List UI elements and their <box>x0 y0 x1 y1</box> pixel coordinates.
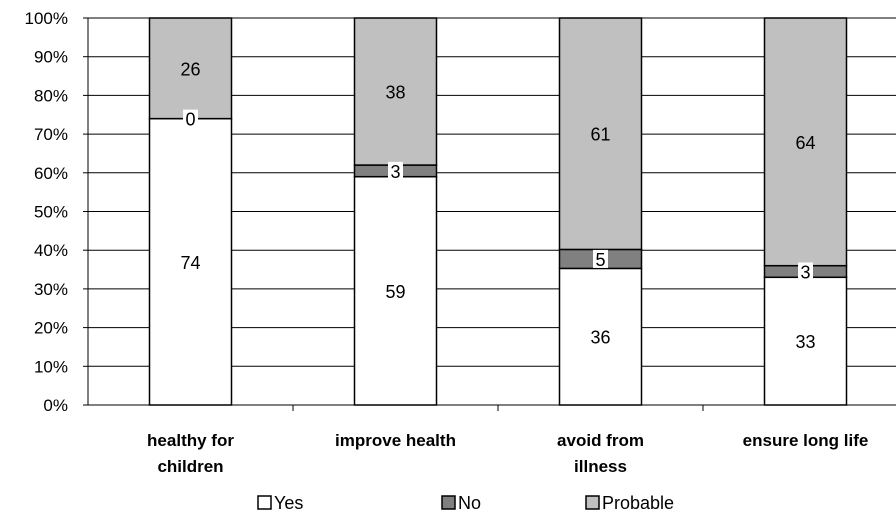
legend-label-probable: Probable <box>602 493 674 513</box>
category-label: healthy for children <box>147 431 234 476</box>
data-label-bg <box>593 249 608 268</box>
y-tick-label: 80% <box>34 86 68 105</box>
data-label: 36 <box>590 328 610 348</box>
data-label-bg <box>183 109 198 128</box>
y-tick-label: 0% <box>43 396 68 415</box>
data-label: 5 <box>595 250 605 270</box>
data-label: 38 <box>385 83 405 103</box>
data-label: 26 <box>180 59 200 79</box>
category-label: avoid from illness <box>557 431 644 476</box>
y-tick-label: 60% <box>34 164 68 183</box>
y-tick-label: 70% <box>34 125 68 144</box>
bar-segment-probable <box>148 17 233 120</box>
category-label: ensure long life <box>743 431 869 450</box>
labels: 0% 10% 20% 30% 40% 50% 60% 70% 80% 90% 100% 74 0 26 he… <box>25 9 869 476</box>
y-tick-label: 30% <box>34 280 68 299</box>
y-tick-label: 90% <box>34 48 68 67</box>
y-tick-label: 20% <box>34 319 68 338</box>
data-label: 61 <box>590 125 610 145</box>
legend-label-no: No <box>458 493 481 513</box>
y-tick-label: 10% <box>34 357 68 376</box>
category-label: improve health <box>335 431 456 450</box>
legend-label-yes: Yes <box>274 493 303 513</box>
data-label: 3 <box>390 162 400 182</box>
data-label: 64 <box>795 133 815 153</box>
data-label-bg <box>388 161 403 180</box>
y-tick-label: 40% <box>34 241 68 260</box>
data-label-bg <box>798 262 813 281</box>
data-label: 0 <box>185 110 195 130</box>
legend-swatch-probable <box>585 495 600 510</box>
y-tick-label: 100% <box>25 9 68 28</box>
legend-swatch-no <box>441 495 456 510</box>
axes <box>83 17 896 411</box>
data-label: 59 <box>385 282 405 302</box>
bar-segment-yes <box>558 267 643 406</box>
legend-swatch-yes <box>257 495 272 510</box>
legend: Yes No Probable <box>257 493 674 513</box>
bar-segment-probable <box>763 17 848 267</box>
bar-segment-probable <box>558 17 643 251</box>
y-tick-label: 50% <box>34 203 68 222</box>
data-label: 33 <box>795 332 815 352</box>
data-label: 3 <box>800 262 810 282</box>
data-label: 74 <box>180 253 200 273</box>
